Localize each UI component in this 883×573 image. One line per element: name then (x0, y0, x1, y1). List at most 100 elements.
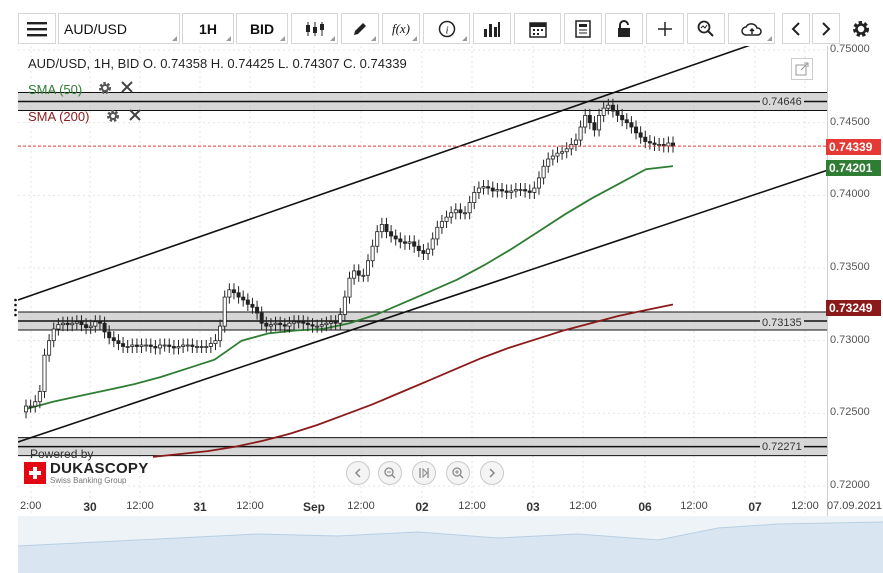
indicator-label: f(x) (391, 20, 411, 36)
news-icon (575, 19, 591, 38)
x-tick-label: 12:00 (236, 500, 264, 512)
candle (181, 344, 186, 347)
pencil-icon (354, 22, 366, 35)
candle (375, 231, 380, 247)
sma200-price-box: 0.73249 (826, 300, 881, 316)
candle (139, 344, 144, 347)
calendar-button[interactable] (514, 13, 561, 44)
candle (481, 186, 486, 189)
bar-chart-icon (484, 21, 500, 37)
sma200-settings-button[interactable] (105, 108, 121, 124)
candle (546, 158, 551, 167)
menu-button[interactable] (18, 13, 56, 44)
zoom-button[interactable] (687, 13, 725, 44)
candle (407, 241, 412, 244)
lock-button[interactable] (605, 13, 643, 44)
candle (509, 190, 514, 193)
chevron-left-icon (791, 21, 800, 36)
scroll-right-button[interactable] (480, 461, 504, 485)
sma50-remove-button[interactable] (120, 80, 134, 94)
timeframe-select[interactable]: 1H (182, 13, 234, 44)
news-button[interactable] (564, 13, 602, 44)
candle (47, 340, 52, 356)
volume-button[interactable] (473, 13, 511, 44)
candle (500, 189, 505, 192)
candle (430, 238, 435, 250)
candle (463, 212, 468, 215)
x-tick-label: 07.09.2021 (826, 500, 882, 512)
candle (148, 344, 153, 347)
candle (204, 346, 209, 348)
draw-tool-button[interactable] (341, 13, 379, 44)
zoom-in-button[interactable] (446, 461, 470, 485)
resize-handle[interactable] (14, 298, 17, 320)
x-tick-label: 30 (83, 500, 97, 514)
candle (33, 401, 38, 407)
candle (638, 132, 643, 138)
x-tick-label: 31 (193, 500, 207, 514)
candle (125, 346, 130, 348)
crosshair-button[interactable] (646, 13, 684, 44)
zoom-out-button[interactable] (378, 461, 402, 485)
hline-label-middle: 0.73135 (760, 317, 804, 329)
candle (268, 324, 273, 327)
chart-type-button[interactable] (291, 13, 338, 44)
scroll-left-button[interactable] (346, 461, 370, 485)
x-tick-label: 12:00 (126, 500, 154, 512)
indicator-button[interactable]: f(x) (382, 13, 420, 44)
candle (79, 321, 84, 326)
candle (65, 322, 70, 326)
candle (60, 322, 65, 326)
candle (305, 322, 310, 326)
candle (592, 122, 597, 131)
expand-button[interactable] (791, 58, 813, 80)
candle (121, 343, 126, 347)
settings-button[interactable] (850, 18, 872, 40)
candle (402, 241, 407, 244)
candle (213, 340, 218, 344)
candle (560, 151, 565, 154)
y-tick-label: 0.73500 (830, 261, 870, 273)
candle (527, 190, 532, 193)
price-side-select[interactable]: BID (236, 13, 288, 44)
current-price-box: 0.74339 (826, 139, 881, 155)
candle (171, 346, 176, 349)
candle (495, 189, 500, 192)
sma200-remove-button[interactable] (128, 108, 142, 122)
chevron-right-icon (822, 21, 831, 36)
chart-area[interactable] (18, 46, 828, 516)
symbol-select[interactable]: AUD/USD (58, 13, 180, 44)
candle (486, 186, 491, 189)
sma50-price-box: 0.74201 (826, 160, 881, 176)
candle (647, 141, 652, 144)
cloud-button[interactable] (728, 13, 775, 44)
candle (536, 177, 541, 189)
cross-logo-icon (24, 462, 46, 484)
candle (449, 212, 454, 218)
candle (365, 260, 370, 276)
navigator-strip[interactable] (18, 516, 883, 573)
fit-button[interactable] (412, 461, 436, 485)
ohlc-readout: AUD/USD, 1H, BID O. 0.74358 H. 0.74425 L… (28, 56, 407, 71)
x-tick-label: 12:00 (680, 500, 708, 512)
prev-button[interactable] (782, 13, 810, 44)
candle (379, 223, 384, 233)
candle (541, 165, 546, 179)
price-chart[interactable] (18, 46, 828, 516)
candle (255, 306, 260, 314)
expand-icon (795, 62, 809, 76)
zoom-out-icon (384, 467, 396, 479)
candle (398, 238, 403, 243)
next-button[interactable] (812, 13, 840, 44)
chevron-right-icon (489, 468, 496, 478)
candle (134, 344, 139, 347)
candle (190, 344, 195, 347)
info-button[interactable]: i (423, 13, 470, 44)
candle (333, 321, 338, 324)
candle (444, 216, 449, 222)
y-tick-label: 0.73000 (830, 333, 870, 346)
candle (583, 115, 588, 128)
candle (467, 202, 472, 214)
candle (301, 321, 306, 324)
sma50-settings-button[interactable] (97, 80, 113, 96)
